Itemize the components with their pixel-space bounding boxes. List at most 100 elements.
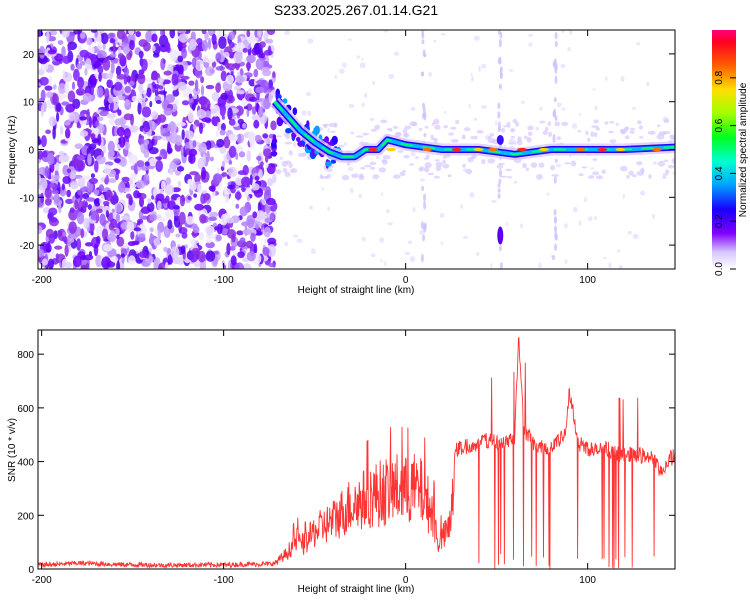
signal-blob — [292, 107, 298, 116]
noise-blob — [167, 254, 174, 265]
noise-blob — [130, 230, 135, 240]
streak-blob — [554, 243, 557, 251]
noise-blob — [226, 63, 236, 71]
y-tick-label: 400 — [17, 458, 34, 469]
noise-blob — [149, 100, 153, 108]
noise-blob — [71, 81, 76, 91]
noise-blob — [136, 160, 145, 168]
streak-blob — [554, 158, 558, 163]
noise-blob — [528, 42, 533, 47]
figure-title: S233.2025.267.01.14.G21 — [274, 2, 438, 18]
noise-blob — [282, 168, 288, 173]
noise-blob — [153, 135, 163, 140]
noise-blob — [402, 128, 408, 134]
noise-blob — [333, 122, 338, 128]
noise-blob — [106, 233, 117, 242]
streak-blob — [498, 178, 502, 185]
noise-blob — [435, 161, 443, 167]
noise-blob — [138, 251, 148, 258]
noise-blob — [90, 173, 95, 179]
noise-blob — [85, 197, 96, 202]
noise-blob — [55, 161, 60, 172]
noise-blob — [121, 176, 130, 183]
noise-blob — [148, 247, 153, 252]
noise-blob — [514, 140, 517, 146]
noise-blob — [372, 174, 380, 180]
noise-blob — [624, 126, 630, 130]
noise-blob — [99, 110, 109, 117]
noise-blob — [202, 153, 206, 166]
noise-blob — [192, 124, 197, 130]
noise-blob — [380, 119, 388, 124]
noise-blob — [206, 239, 212, 244]
noise-blob — [40, 104, 44, 117]
noise-blob — [181, 129, 185, 141]
noise-blob — [163, 246, 168, 253]
noise-blob — [79, 116, 88, 121]
noise-blob — [47, 36, 56, 42]
noise-blob — [428, 71, 433, 77]
noise-blob — [126, 221, 135, 233]
noise-blob — [410, 151, 416, 157]
noise-blob — [520, 223, 523, 229]
noise-blob — [38, 97, 45, 102]
noise-blob — [508, 69, 514, 72]
noise-blob — [233, 51, 243, 64]
noise-blob — [209, 156, 214, 162]
streak-blob — [422, 105, 426, 115]
noise-blob — [647, 130, 656, 135]
noise-blob — [652, 213, 655, 219]
noise-blob — [188, 93, 193, 99]
noise-blob — [179, 195, 186, 207]
noise-blob — [175, 256, 186, 265]
noise-blob — [250, 232, 256, 242]
noise-blob — [128, 154, 138, 165]
noise-blob — [197, 183, 203, 194]
noise-blob — [561, 30, 565, 33]
streak-blob — [497, 226, 504, 245]
noise-blob — [44, 85, 53, 91]
spectrogram-y-ticks: -20 -10 0 10 20 — [20, 50, 675, 252]
noise-blob — [194, 172, 201, 184]
noise-blob — [177, 166, 185, 172]
noise-blob — [235, 145, 244, 152]
noise-blob — [556, 102, 562, 108]
noise-blob — [108, 117, 115, 126]
noise-blob — [627, 230, 632, 235]
noise-blob — [222, 51, 230, 58]
noise-blob — [72, 98, 81, 110]
noise-blob — [310, 248, 316, 255]
noise-blob — [108, 72, 112, 80]
noise-blob — [147, 197, 152, 204]
noise-blob — [197, 250, 206, 263]
noise-blob — [113, 81, 123, 91]
noise-blob — [434, 159, 440, 162]
noise-blob — [52, 93, 59, 106]
noise-blob — [139, 90, 147, 95]
snr-y-ticks: 0 200 400 600 800 — [17, 350, 675, 576]
x-tick-label: 0 — [403, 275, 409, 286]
noise-blob — [89, 127, 99, 135]
streak-blob — [497, 183, 501, 188]
noise-blob — [584, 196, 587, 203]
noise-blob — [615, 123, 620, 126]
noise-blob — [188, 148, 198, 157]
noise-blob — [269, 212, 276, 221]
noise-blob — [266, 197, 276, 206]
noise-blob — [265, 155, 269, 163]
noise-blob — [564, 162, 572, 165]
y-tick-label: 0 — [28, 146, 34, 157]
noise-blob — [281, 160, 288, 167]
colorbar-tick-label: 0.6 — [714, 118, 725, 132]
noise-blob — [194, 203, 205, 211]
noise-blob — [157, 77, 165, 84]
noise-blob — [462, 163, 466, 168]
noise-blob — [500, 127, 506, 133]
noise-blob — [419, 230, 424, 236]
noise-blob — [258, 169, 263, 180]
noise-blob — [136, 192, 142, 198]
noise-blob — [450, 126, 457, 130]
noise-blob — [115, 213, 121, 223]
noise-blob — [135, 180, 146, 189]
y-tick-label: -10 — [20, 193, 35, 204]
